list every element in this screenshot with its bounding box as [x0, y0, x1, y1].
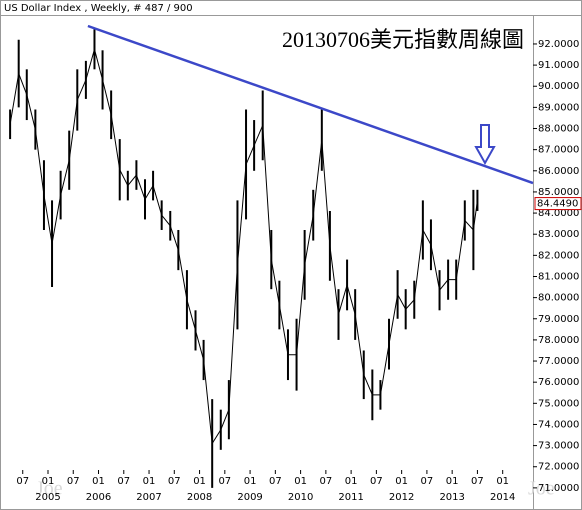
year-label: 2006	[86, 492, 111, 503]
year-label: 2012	[389, 492, 414, 503]
y-tick-label: 85.0000	[538, 187, 579, 198]
y-tick-label: 71.0000	[538, 483, 579, 494]
y-tick-label: 86.0000	[538, 166, 579, 177]
y-tick-label: 81.0000	[538, 271, 579, 282]
y-tick-label: 73.0000	[538, 441, 579, 452]
x-tick-label: 07	[471, 476, 484, 487]
chart-title: 20130706美元指數周線圖	[282, 27, 524, 52]
y-tick-label: 91.0000	[538, 60, 579, 71]
x-tick-label: 07	[168, 476, 181, 487]
x-tick-label: 07	[421, 476, 434, 487]
x-tick-label: 01	[244, 476, 257, 487]
trendline	[87, 24, 534, 185]
year-label: 2005	[35, 492, 60, 503]
x-tick-label: 07	[319, 476, 332, 487]
y-tick-label: 84.0000	[538, 208, 579, 219]
y-tick-label: 89.0000	[538, 102, 579, 113]
y-tick-label: 76.0000	[538, 377, 579, 388]
last-price-label: 84.4490	[537, 199, 578, 210]
x-tick-label: 01	[446, 476, 459, 487]
y-tick-label: 72.0000	[538, 462, 579, 473]
year-label: 2009	[237, 492, 262, 503]
watermark: Joe	[528, 478, 555, 500]
y-tick-label: 78.0000	[538, 335, 579, 346]
x-tick-label: 07	[16, 476, 29, 487]
x-tick-label: 07	[117, 476, 130, 487]
year-label: 2007	[136, 492, 161, 503]
x-tick-label: 01	[395, 476, 408, 487]
x-tick-label: 07	[269, 476, 282, 487]
x-tick-label: 01	[92, 476, 105, 487]
arrow	[474, 124, 496, 166]
y-tick-label: 83.0000	[538, 229, 579, 240]
x-tick-label: 01	[143, 476, 156, 487]
watermark: Joe	[36, 478, 63, 500]
x-tick-label: 01	[345, 476, 358, 487]
x-tick-label: 01	[193, 476, 206, 487]
year-label: 2008	[187, 492, 212, 503]
x-tick-label: 07	[67, 476, 80, 487]
y-tick-label: 80.0000	[538, 293, 579, 304]
y-tick-label: 79.0000	[538, 314, 579, 325]
y-tick-label: 77.0000	[538, 356, 579, 367]
x-tick-label: 01	[294, 476, 307, 487]
x-tick-label: 01	[42, 476, 55, 487]
year-label: 2013	[439, 492, 464, 503]
y-tick-label: 88.0000	[538, 124, 579, 135]
y-tick-label: 75.0000	[538, 398, 579, 409]
price-connector	[9, 47, 478, 445]
y-tick-label: 74.0000	[538, 419, 579, 430]
year-label: 2014	[490, 492, 515, 503]
year-label: 2010	[288, 492, 313, 503]
x-tick-label: 07	[218, 476, 231, 487]
y-tick-label: 82.0000	[538, 250, 579, 261]
y-tick-label: 87.0000	[538, 145, 579, 156]
y-tick-label: 90.0000	[538, 81, 579, 92]
x-tick-label: 07	[370, 476, 383, 487]
x-tick-label: 01	[496, 476, 509, 487]
year-label: 2011	[338, 492, 363, 503]
header: US Dollar Index , Weekly, # 487 / 900	[4, 3, 193, 14]
last-price-box	[534, 197, 582, 211]
y-tick-label: 92.0000	[538, 39, 579, 50]
